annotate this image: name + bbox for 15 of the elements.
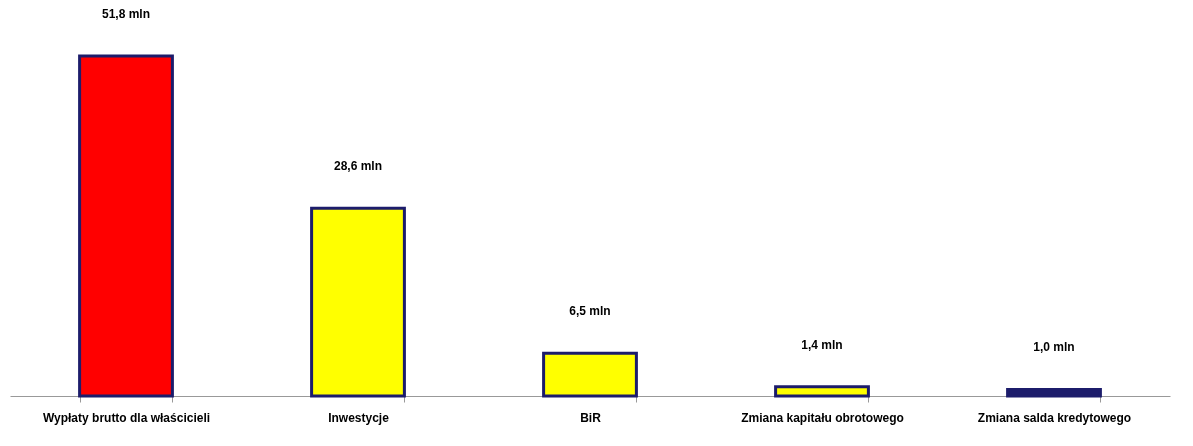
- bar: [542, 351, 638, 398]
- data-label: 51,8 mln: [101, 7, 151, 21]
- bar: [78, 54, 174, 398]
- bar: [1006, 387, 1102, 398]
- data-label: 6,5 mln: [569, 304, 611, 319]
- data-label: 28,6 mln: [333, 159, 383, 174]
- x-tick-label: BiR: [580, 410, 602, 425]
- bar: [310, 206, 406, 398]
- bar: [774, 385, 870, 398]
- data-label: 1,0 mln: [1033, 340, 1075, 355]
- x-tick-label: Inwestycje: [328, 410, 390, 425]
- x-tick-label: Wypłaty brutto dla właścicieli: [42, 410, 211, 425]
- x-tick-label: Zmiana salda kredytowego: [977, 410, 1132, 425]
- data-label: 1,4 mln: [801, 337, 843, 352]
- x-tick-label: Zmiana kapitału obrotowego: [741, 410, 904, 425]
